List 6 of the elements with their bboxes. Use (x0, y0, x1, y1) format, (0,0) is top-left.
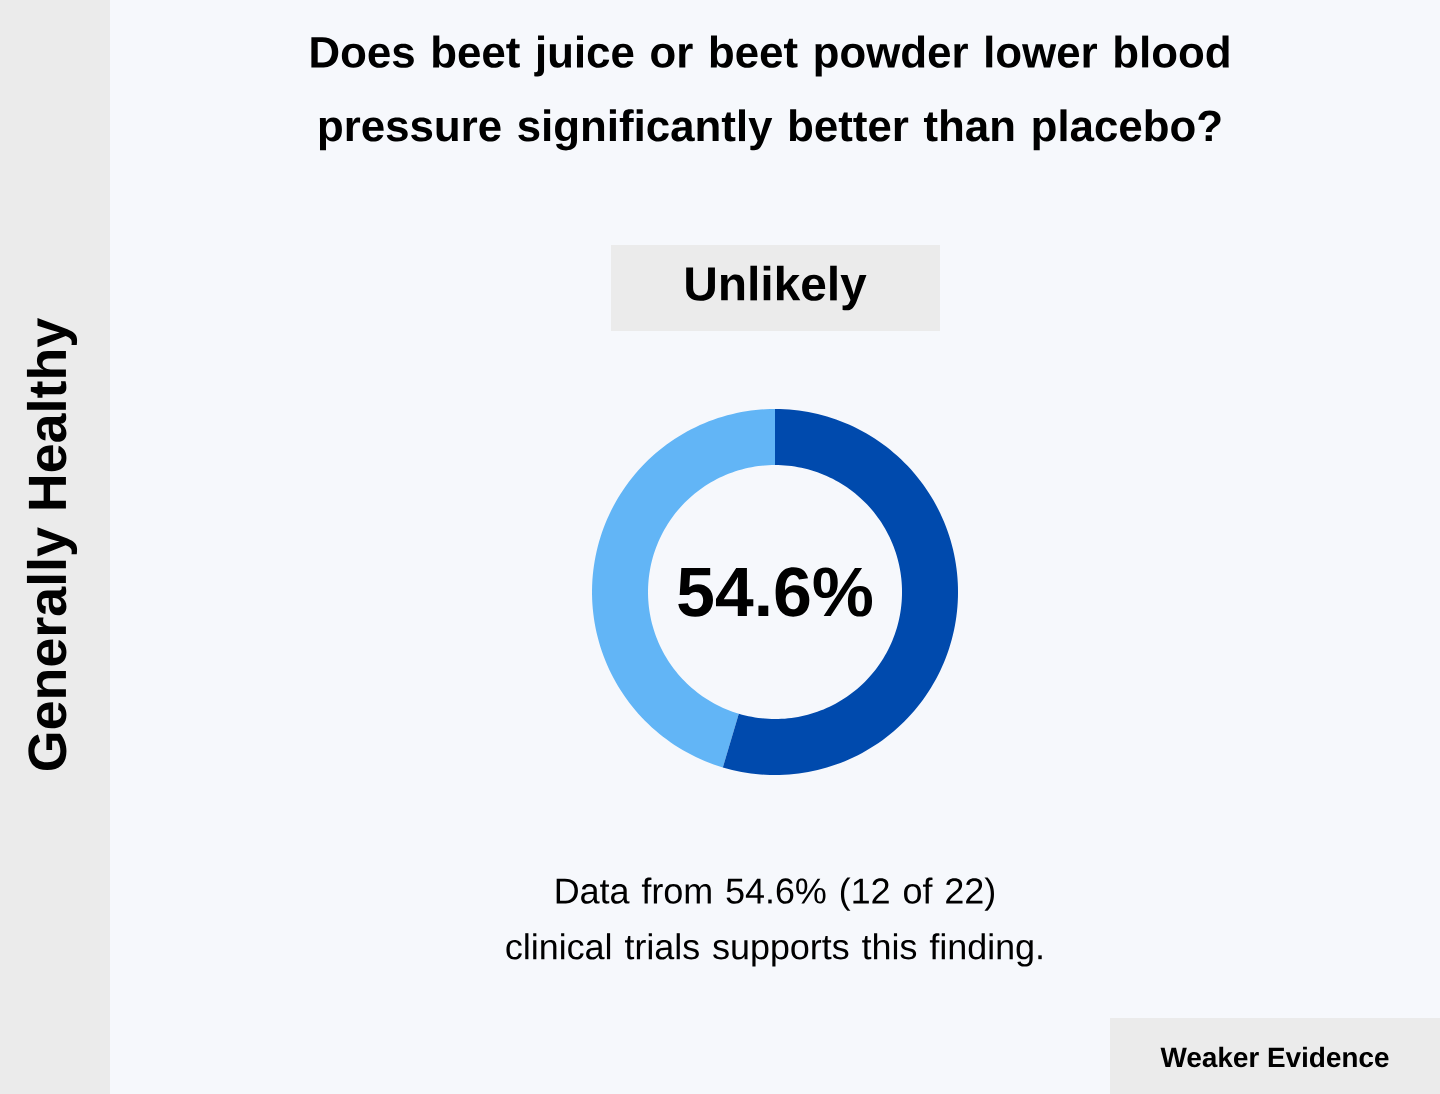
chart-title: Does beet juice or beet powder lower blood pressure significantly better than placebo? (311, 35, 1229, 151)
data-label: 54.6% (678, 567, 873, 617)
chart-subtitle: Unlikely (686, 265, 867, 311)
text: Data from 54.6% (12 of 22) clinical trials supports this finding. (506, 877, 1042, 967)
text: Generally Healthy (26, 318, 78, 771)
text: Weaker Evidence (1160, 1046, 1389, 1068)
